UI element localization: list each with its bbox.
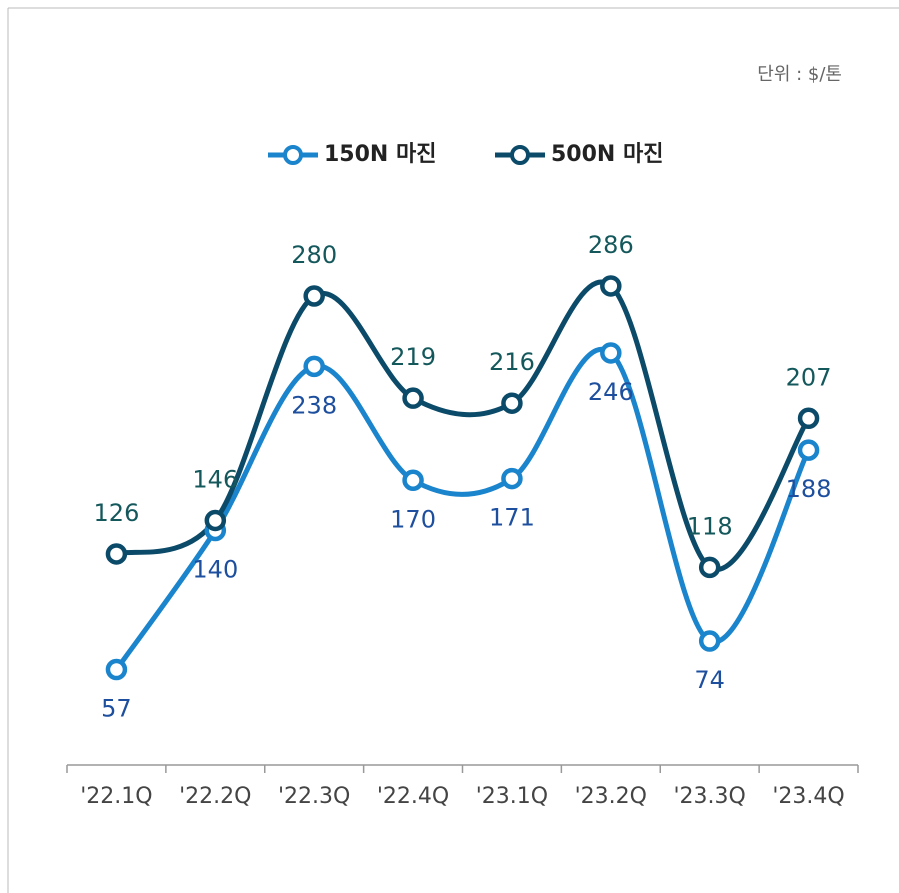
point	[600, 275, 622, 297]
point	[204, 509, 227, 532]
point	[105, 658, 128, 681]
x-tick-label: '22.3Q	[278, 784, 350, 809]
data-label: 146	[192, 465, 238, 493]
x-tick-label: '22.4Q	[377, 784, 449, 809]
data-label: 57	[101, 695, 132, 723]
x-tick-label: '23.1Q	[476, 784, 548, 809]
data-label: 140	[192, 556, 238, 584]
x-tick-label: '23.3Q	[674, 784, 746, 809]
point	[303, 285, 325, 307]
point	[797, 439, 820, 461]
unit-label: 단위 : $/톤	[757, 64, 842, 85]
x-tick-label: '23.2Q	[575, 784, 647, 809]
data-label: 246	[588, 378, 634, 406]
point	[402, 469, 424, 491]
point	[600, 342, 622, 364]
data-label: 126	[94, 499, 140, 527]
data-label: 280	[291, 241, 337, 269]
point	[698, 630, 721, 652]
point	[501, 392, 523, 414]
point	[303, 355, 325, 378]
legend-label: 500N 마진	[551, 142, 663, 167]
point	[501, 467, 523, 490]
x-tick-label: '22.1Q	[80, 784, 152, 809]
legend-marker	[283, 145, 303, 165]
data-label: 238	[291, 391, 337, 419]
legend-label: 150N 마진	[324, 142, 436, 167]
data-label: 216	[489, 348, 535, 376]
data-label: 171	[489, 504, 535, 532]
point	[402, 387, 424, 409]
data-label: 74	[694, 666, 725, 694]
data-label: 207	[786, 363, 832, 391]
data-label: 219	[390, 343, 436, 371]
point	[797, 407, 820, 430]
legend-marker	[510, 145, 530, 165]
point	[698, 556, 721, 579]
data-label: 286	[588, 231, 634, 259]
series-line	[115, 279, 811, 573]
data-label: 188	[786, 475, 832, 503]
x-tick-label: '23.4Q	[772, 784, 844, 809]
data-label: 170	[390, 505, 436, 533]
x-tick-label: '22.2Q	[179, 784, 251, 809]
point	[105, 543, 128, 565]
data-label: 118	[687, 512, 733, 540]
